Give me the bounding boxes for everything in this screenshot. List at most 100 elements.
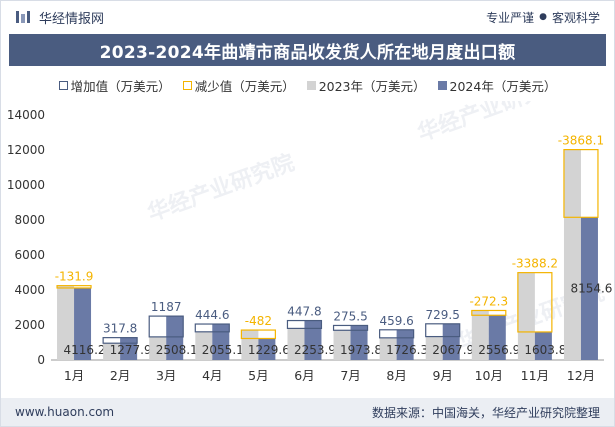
legend-label-2023: 2023年（万美元） (318, 78, 426, 94)
change-box-decrease (517, 272, 553, 333)
change-label: -3388.2 (512, 257, 558, 271)
change-label: 1187 (151, 300, 182, 314)
slogan-dot-icon: ● (539, 12, 547, 22)
legend-item-2024: 2024年（万美元） (437, 76, 557, 95)
bar-2023 (241, 330, 259, 360)
bar-2023 (425, 336, 443, 360)
change-box-increase (332, 324, 369, 331)
y-tick-label: 2000 (14, 318, 45, 332)
x-tick-label: 6月 (294, 368, 314, 383)
slogan-right: 客观科学 (551, 10, 600, 25)
x-tick-label: 1月 (64, 368, 84, 383)
brand-name: 华经情报网 (39, 11, 105, 27)
bar-2024 (258, 338, 276, 360)
watermark-text: 华经产业研究院 (414, 101, 568, 147)
legend-item-2023: 2023年（万美元） (306, 76, 426, 95)
legend-swatch-increase (58, 80, 68, 90)
y-tick-label: 0 (37, 353, 45, 367)
y-tick-label: 8000 (14, 213, 45, 227)
x-tick-label: 5月 (248, 368, 268, 383)
change-label: -272.3 (469, 294, 508, 308)
legend-label-increase: 增加值（万美元） (70, 78, 171, 94)
change-label: 459.6 (379, 314, 413, 328)
value-label-2024: 1603.8 (524, 343, 566, 357)
x-tick-label: 12月 (567, 368, 595, 383)
change-box-increase (379, 329, 415, 339)
value-label-2024: 1973.8 (340, 343, 382, 357)
bar-2023 (149, 336, 167, 360)
value-label-2024: 2556.9 (478, 343, 520, 357)
change-label: -3868.1 (558, 134, 604, 148)
value-label-2024: 2055.1 (202, 343, 244, 357)
bar-2024 (534, 331, 552, 360)
chart-title: 2023-2024年曲靖市商品收发货人所在地月度出口额 (9, 34, 606, 66)
bar-2023 (517, 272, 535, 360)
bar-2023 (57, 285, 75, 360)
value-label-2024: 2067.9 (432, 343, 474, 357)
y-tick-label: 4000 (14, 283, 45, 297)
change-box-decrease (240, 329, 276, 340)
bar-2023 (103, 343, 121, 360)
x-tick-label: 7月 (340, 368, 360, 383)
change-label: -131.9 (55, 270, 94, 284)
bar-2023 (333, 330, 351, 360)
legend-item-increase: 增加值（万美元） (58, 76, 171, 95)
bar-2024 (304, 320, 322, 360)
x-tick-label: 4月 (202, 368, 222, 383)
change-box-increase (148, 315, 184, 338)
change-box-increase (286, 319, 323, 329)
x-tick-label: 11月 (521, 368, 549, 383)
bar-2024 (74, 287, 92, 360)
legend-swatch-2023 (306, 80, 316, 90)
bar-2023 (471, 310, 489, 360)
change-box-increase (102, 337, 138, 344)
bar-2024 (212, 324, 230, 360)
x-tick-label: 9月 (432, 368, 452, 383)
footer: www.huaon.com 数据来源：中国海关，华经产业研究院整理 (1, 398, 614, 426)
slogan-left: 专业严谨 (486, 10, 535, 25)
change-box-increase (194, 323, 230, 333)
value-label-2024: 2253.9 (294, 343, 336, 357)
bar-2023 (563, 149, 581, 360)
brand-logo-icon (15, 9, 31, 25)
x-tick-label: 10月 (475, 368, 503, 383)
legend-label-decrease: 减少值（万美元） (194, 78, 295, 94)
bar-2023 (379, 337, 397, 360)
x-tick-label: 3月 (156, 368, 176, 383)
x-tick-label: 8月 (386, 368, 406, 383)
top-bar: 华经情报网 专业严谨 ● 客观科学 (1, 1, 614, 33)
footer-url: www.huaon.com (15, 405, 115, 419)
change-label: 447.8 (287, 305, 321, 319)
bar-2024 (442, 323, 460, 360)
slogan: 专业严谨 ● 客观科学 (486, 9, 600, 26)
change-box-increase (425, 323, 461, 338)
footer-source: 数据来源：中国海关，华经产业研究院整理 (371, 405, 600, 420)
value-label-2024: 8154.6 (570, 281, 612, 295)
bar-chart: 华经产业研究院华经产业研究院华经产业研究院0200040006000800010… (7, 101, 613, 383)
change-label: 444.6 (195, 308, 229, 322)
legend-swatch-decrease (182, 80, 192, 90)
legend-label-2024: 2024年（万美元） (449, 78, 557, 94)
bar-2023 (287, 328, 305, 360)
change-label: 317.8 (103, 322, 137, 336)
change-label: 729.5 (426, 308, 460, 322)
value-label-2024: 1277.9 (110, 343, 152, 357)
watermark-text: 华经产业研究院 (144, 150, 298, 227)
change-label: 275.5 (333, 309, 367, 323)
value-label-2024: 4116.2 (64, 343, 106, 357)
legend-item-decrease: 减少值（万美元） (182, 76, 295, 95)
legend-swatch-2024 (437, 80, 447, 90)
bar-2024 (488, 315, 506, 360)
bar-2023 (195, 331, 213, 360)
change-box-decrease (563, 149, 599, 218)
y-tick-label: 12000 (7, 143, 45, 157)
y-tick-label: 14000 (7, 108, 45, 122)
bar-2024 (580, 217, 598, 360)
legend: 增加值（万美元） 减少值（万美元） 2023年（万美元） 2024年（万美元） (1, 75, 614, 95)
value-label-2024: 2508.1 (156, 343, 198, 357)
change-label: -482 (245, 314, 272, 328)
value-label-2024: 1229.6 (248, 343, 290, 357)
x-tick-label: 2月 (110, 368, 130, 383)
brand: 华经情报网 (15, 8, 104, 27)
